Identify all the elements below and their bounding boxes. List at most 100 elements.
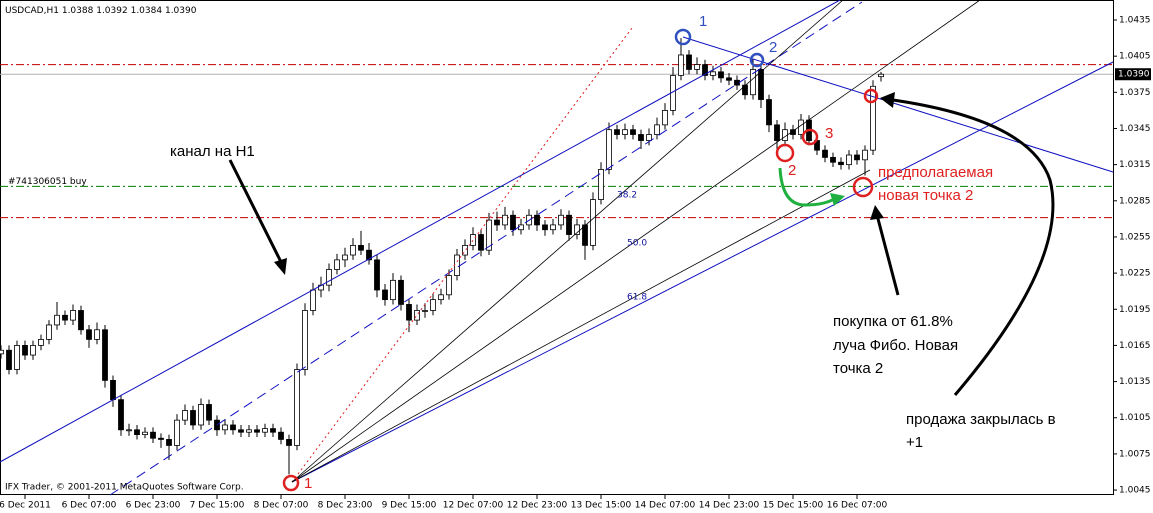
candle-body — [734, 79, 740, 86]
candle-body — [366, 249, 372, 261]
annotation: точка 2 — [833, 360, 883, 377]
candle-body — [246, 429, 252, 433]
circle-marker — [801, 128, 819, 146]
y-tick-label: 1.0195 — [1119, 305, 1151, 315]
candle-body — [30, 345, 36, 356]
candle-body — [102, 329, 108, 381]
candle-body — [334, 259, 340, 270]
x-tick-label: 8 Dec 07:00 — [254, 501, 309, 511]
candle-body — [598, 169, 604, 200]
candle-body — [566, 214, 572, 235]
candle-body — [54, 314, 60, 326]
candle-body — [638, 134, 644, 141]
candle-body — [758, 69, 764, 100]
annotation: +1 — [906, 434, 923, 451]
candle-body — [206, 404, 212, 421]
x-tick-label: 13 Dec 15:00 — [571, 501, 632, 511]
candle-body — [214, 419, 220, 431]
candle-body — [62, 314, 68, 321]
last-price-label: 1.0390 — [1118, 70, 1150, 80]
candle-body — [374, 259, 380, 291]
copyright: IFX Trader, © 2001-2011 MetaQuotes Softw… — [5, 483, 244, 493]
candle-body — [182, 410, 188, 421]
channel-middle — [109, 1, 863, 496]
channel-lower — [291, 61, 1114, 483]
candle-body — [398, 279, 404, 305]
candle-body — [270, 428, 276, 433]
candle-body — [590, 199, 596, 246]
candle-body — [830, 157, 836, 163]
x-tick-label: 6 Dec 23:00 — [126, 501, 181, 511]
x-tick-label: 9 Dec 15:00 — [382, 501, 437, 511]
y-tick-label: 1.0315 — [1119, 160, 1151, 170]
candle-body — [614, 129, 620, 135]
candle-body — [46, 324, 52, 340]
candle-body — [606, 129, 612, 170]
fan-618 — [291, 169, 871, 483]
green-arrow — [778, 167, 837, 207]
annotation: канал на H1 — [170, 143, 255, 160]
fibo-label: 50.0 — [627, 239, 647, 249]
candle-body — [510, 214, 516, 231]
y-tick-label: 1.0075 — [1119, 449, 1151, 459]
candle-body — [78, 310, 84, 331]
black-arrow — [875, 214, 900, 296]
candle-body — [534, 214, 540, 226]
candle-body — [766, 99, 772, 126]
candle-body — [286, 439, 292, 446]
point-label: 1 — [304, 475, 312, 492]
x-tick-label: 14 Dec 07:00 — [635, 501, 696, 511]
candle-body — [342, 254, 348, 261]
x-tick-label: 15 Dec 15:00 — [763, 501, 824, 511]
candle-body — [454, 254, 460, 276]
candle-body — [798, 119, 804, 135]
circle-marker — [674, 28, 692, 46]
x-tick-label: 12 Dec 07:00 — [443, 501, 504, 511]
y-tick-label: 1.0405 — [1119, 52, 1151, 62]
candle-body — [854, 154, 860, 161]
annotation: новая точка 2 — [878, 187, 973, 204]
candle-body — [262, 428, 268, 433]
y-tick-label: 1.0105 — [1119, 413, 1151, 423]
y-tick-label: 1.0285 — [1119, 196, 1151, 206]
candle-body — [654, 124, 660, 135]
candle-body — [14, 345, 20, 370]
candle-body — [238, 429, 244, 433]
candle-body — [0, 349, 4, 355]
fibo-label: 61.8 — [627, 293, 647, 303]
point-label: 1 — [699, 13, 707, 30]
y-tick-label: 1.0165 — [1119, 341, 1151, 351]
annotation: продажа закрылась в — [906, 411, 1056, 428]
candle-body — [518, 224, 524, 231]
header: USDCAD,H1 1.0388 1.0392 1.0384 1.0390 — [5, 6, 197, 16]
x-tick-label: 7 Dec 15:00 — [190, 501, 245, 511]
level-label: #741306051 buy — [8, 177, 87, 187]
candle-body — [230, 424, 236, 431]
fan-382 — [291, 0, 844, 483]
candle-body — [382, 289, 388, 301]
candle-body — [358, 244, 364, 251]
candle-body — [550, 224, 556, 231]
candle-body — [694, 64, 700, 70]
candle-body — [174, 419, 180, 446]
candle-body — [726, 77, 732, 81]
candle-body — [494, 219, 500, 226]
annotation: предполагаемая — [878, 164, 993, 181]
x-tick-label: 6 Dec 2011 — [0, 501, 51, 511]
fan-500 — [291, 0, 981, 483]
candle-body — [406, 304, 412, 321]
candle-body — [86, 329, 92, 340]
candle-body — [862, 149, 868, 161]
downtrend — [682, 36, 1114, 173]
candle-body — [118, 399, 124, 431]
candle-body — [94, 329, 100, 340]
candle-body — [582, 224, 588, 246]
candle-body — [6, 349, 12, 370]
candle-body — [414, 310, 420, 321]
candle-body — [166, 439, 172, 446]
candle-body — [222, 424, 228, 431]
candle-body — [134, 429, 140, 436]
y-tick-label: 1.0435 — [1119, 16, 1151, 26]
candle-body — [446, 275, 452, 296]
circle-marker — [749, 52, 765, 68]
